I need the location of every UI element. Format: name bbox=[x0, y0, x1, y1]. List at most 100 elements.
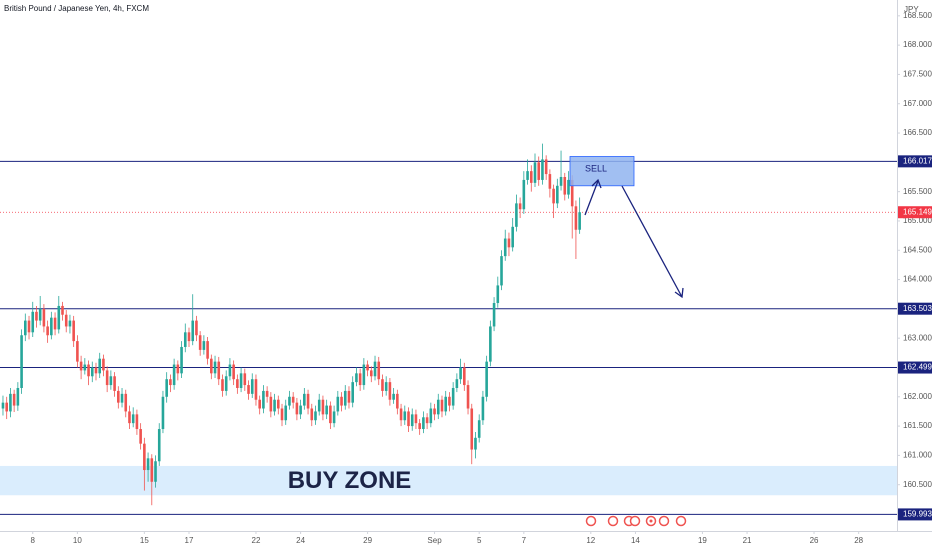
candle-body bbox=[284, 405, 288, 421]
candle-body bbox=[370, 370, 373, 377]
candle-body bbox=[76, 341, 79, 362]
candle-body bbox=[68, 320, 72, 327]
level-label: 159.993 bbox=[903, 510, 932, 519]
candle-body bbox=[329, 405, 332, 424]
candle-body bbox=[314, 411, 317, 421]
y-tick-label: 161.000 bbox=[903, 451, 932, 460]
zones-layer bbox=[0, 465, 897, 496]
y-tick-label: 161.500 bbox=[903, 421, 932, 430]
candle-body bbox=[425, 417, 429, 424]
candle-body bbox=[392, 393, 395, 400]
candle-body bbox=[451, 387, 455, 406]
candle-body bbox=[533, 162, 537, 183]
candle-body bbox=[500, 256, 503, 286]
x-tick-label: 10 bbox=[73, 536, 82, 545]
candle-body bbox=[206, 341, 209, 359]
candle-body bbox=[485, 361, 488, 397]
candle-body bbox=[187, 332, 191, 342]
level-label: 166.017 bbox=[903, 156, 932, 165]
candle-body bbox=[109, 376, 113, 386]
level-label: 162.499 bbox=[903, 363, 932, 372]
candle-body bbox=[448, 396, 451, 406]
y-tick-label: 164.000 bbox=[903, 275, 932, 284]
arrows bbox=[584, 178, 684, 299]
event-icon bbox=[585, 515, 597, 527]
y-tick-label: 167.000 bbox=[903, 99, 932, 108]
candle-body bbox=[83, 364, 87, 371]
candle-body bbox=[410, 414, 414, 427]
candle-body bbox=[262, 390, 265, 409]
event-icon bbox=[629, 515, 641, 527]
candle-body bbox=[340, 396, 343, 406]
candle-body bbox=[217, 361, 221, 380]
candle-body bbox=[515, 203, 518, 227]
candle-body bbox=[399, 408, 403, 421]
candle-body bbox=[433, 408, 436, 415]
candle-body bbox=[526, 171, 529, 180]
zone-label: SELL bbox=[585, 164, 607, 174]
candle-body bbox=[98, 358, 102, 374]
candle-body bbox=[570, 179, 574, 207]
candle-body bbox=[541, 159, 544, 180]
event-icon bbox=[675, 515, 687, 527]
candle-body bbox=[183, 332, 187, 347]
x-tick-label: 24 bbox=[296, 536, 305, 545]
candle-body bbox=[407, 411, 410, 427]
candle-body bbox=[578, 212, 581, 230]
candle-body bbox=[477, 420, 481, 438]
candle-body bbox=[64, 314, 68, 327]
event-icon bbox=[658, 515, 670, 527]
zone bbox=[0, 465, 897, 496]
y-tick-label: 160.500 bbox=[903, 480, 932, 489]
candle-body bbox=[169, 379, 172, 386]
candle-body bbox=[239, 373, 243, 388]
candle-body bbox=[102, 358, 105, 371]
level-tag bbox=[898, 361, 932, 374]
candle-body bbox=[481, 396, 485, 421]
candle-body bbox=[273, 399, 276, 412]
candle-body bbox=[12, 393, 16, 406]
candle-body bbox=[552, 188, 555, 204]
y-tick-label: 163.000 bbox=[903, 333, 932, 342]
candle-body bbox=[87, 364, 90, 377]
x-tick-label: 17 bbox=[185, 536, 194, 545]
candle-body bbox=[310, 408, 314, 421]
candles-layer bbox=[1, 143, 581, 506]
candle-body bbox=[210, 358, 213, 374]
candle-body bbox=[131, 414, 135, 424]
candle-body bbox=[321, 399, 325, 415]
candle-body bbox=[299, 405, 302, 415]
candle-body bbox=[50, 317, 53, 336]
candle-body bbox=[180, 346, 183, 374]
x-tick-label: 12 bbox=[586, 536, 595, 545]
candle-body bbox=[288, 396, 291, 406]
candle-body bbox=[414, 414, 418, 424]
candle-body bbox=[291, 396, 295, 403]
candle-body bbox=[157, 429, 161, 462]
candle-body bbox=[53, 317, 57, 330]
candle-body bbox=[403, 411, 407, 421]
candle-body bbox=[444, 396, 448, 412]
candle-body bbox=[303, 393, 306, 406]
candle-body bbox=[79, 361, 83, 371]
candle-body bbox=[276, 399, 280, 409]
candle-body bbox=[232, 364, 235, 380]
candle-body bbox=[113, 376, 116, 391]
candle-body bbox=[396, 393, 399, 409]
zone bbox=[569, 156, 635, 187]
candle-body bbox=[463, 367, 466, 386]
candle-body bbox=[362, 364, 366, 386]
candle-body bbox=[57, 305, 61, 330]
candle-body bbox=[38, 308, 42, 321]
zone-label: BUY ZONE bbox=[288, 467, 412, 494]
candle-body bbox=[373, 361, 377, 377]
candle-body bbox=[27, 320, 31, 333]
y-tick-label: 162.000 bbox=[903, 392, 932, 401]
candle-body bbox=[511, 226, 514, 248]
candle-body bbox=[384, 382, 388, 391]
candle-body bbox=[440, 399, 444, 412]
candle-body bbox=[574, 206, 578, 230]
candle-body bbox=[466, 385, 470, 409]
candle-body bbox=[191, 320, 195, 342]
